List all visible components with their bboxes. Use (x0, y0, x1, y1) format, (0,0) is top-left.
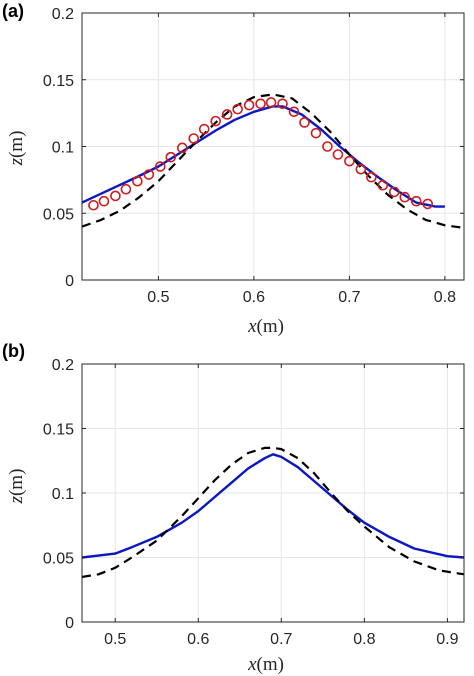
y-tick-label-b: 0 (65, 615, 74, 632)
panel-b: (b) 0.5 0.6 0.7 0.8 0.900.050.10.150.2 x(m) … (2, 341, 465, 675)
dashed-series-line-b (81, 446, 465, 578)
y-tick-label-a: 0.05 (43, 206, 74, 223)
marker-point-a (88, 199, 99, 211)
y-axis-label-a: z(m) (6, 131, 27, 167)
marker-point-a (198, 123, 210, 135)
marker-point-a (344, 155, 355, 167)
panel-a: (a) 0.5 0.6 0.7 0.8 0 0.05 0.1 0.15 0.2 x(m) z(m… (2, 1, 465, 337)
marker-point-a (332, 149, 344, 160)
y-tick-label-b: 0.05 (43, 551, 74, 568)
marker-point-a (210, 115, 221, 127)
x-tick-label-a: 0.5 (147, 289, 169, 306)
y-tick-label-a: 0.2 (52, 6, 74, 23)
y-tick-label-b: 0.1 (52, 486, 74, 503)
dashed-series-line-a (81, 93, 465, 229)
marker-point-a (399, 191, 411, 203)
y-axis-label-b: z(m) (6, 469, 27, 505)
x-tick-label-b: 0.9 (436, 631, 458, 648)
marker-point-a (98, 195, 110, 207)
marker-point-a (366, 171, 377, 183)
solid-series-line-a (81, 105, 445, 208)
marker-point-a (221, 109, 233, 120)
marker-point-a (355, 163, 367, 175)
marker-point-a (132, 175, 143, 187)
marker-point-a (165, 151, 177, 163)
marker-point-a (188, 133, 200, 144)
marker-point-a (265, 97, 277, 108)
x-tick-label-a: 0.7 (338, 289, 360, 306)
y-tick-label-a: 0.15 (43, 73, 74, 90)
marker-point-a (232, 103, 243, 115)
y-tick-label-b: 0.15 (43, 422, 74, 439)
x-axis-label-a: x(m) (247, 316, 284, 337)
x-tick-label-b: 0.5 (104, 631, 126, 648)
y-tick-label-b: 0.2 (52, 357, 74, 374)
solid-series-line-b (81, 453, 465, 559)
marker-point-a (299, 117, 310, 128)
marker-point-a (377, 179, 389, 191)
x-tick-label-b: 0.6 (187, 631, 209, 648)
x-tick-label-a: 0.8 (434, 289, 456, 306)
marker-point-a (120, 183, 132, 195)
panel-label-a: (a) (2, 1, 24, 21)
y-tick-label-a: 0 (65, 273, 74, 290)
marker-point-a (422, 198, 434, 210)
x-axis-label-b: x(m) (247, 654, 284, 675)
y-tick-label-a: 0.1 (52, 140, 74, 157)
marker-point-a (277, 98, 288, 110)
marker-point-a (110, 190, 121, 202)
marker-point-a (288, 106, 300, 118)
marker-point-a (310, 127, 322, 139)
x-tick-label-b: 0.8 (353, 631, 375, 648)
marker-point-a (143, 169, 155, 180)
marker-point-a (255, 98, 266, 110)
marker-point-a (388, 186, 400, 198)
x-tick-label-b: 0.7 (270, 631, 292, 648)
marker-point-a (322, 141, 333, 152)
panel-label-b: (b) (2, 341, 25, 361)
marker-point-a (410, 195, 422, 207)
marker-point-a (155, 161, 166, 172)
x-tick-label-a: 0.6 (243, 289, 265, 306)
marker-point-a (176, 142, 188, 154)
marker-point-a (243, 99, 255, 111)
